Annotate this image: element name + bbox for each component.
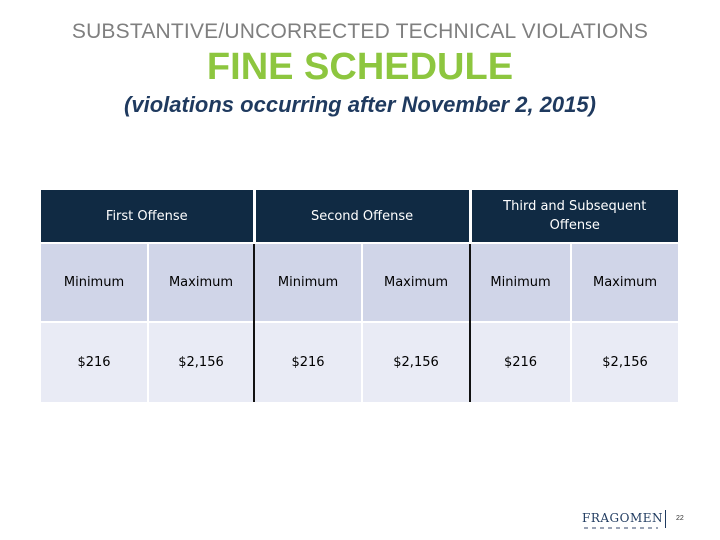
slide-subtitle: (violations occurring after November 2, … — [124, 92, 596, 117]
header-second-offense: Second Offense — [252, 190, 471, 244]
table-subheader-row: Minimum Maximum Minimum Maximum Minimum … — [41, 243, 679, 322]
subheader-cell: Maximum — [571, 243, 679, 322]
page-number: 22 — [676, 515, 684, 522]
fine-amount-cell: $216 — [254, 321, 364, 402]
header-first-offense: First Offense — [41, 190, 255, 244]
table-header-row: First Offense Second Offense Third and S… — [41, 190, 679, 244]
footer-divider — [665, 510, 666, 528]
header-third-offense: Third and Subsequent Offense — [468, 190, 679, 244]
fine-schedule-table: First Offense Second Offense Third and S… — [41, 190, 679, 402]
fine-amount-cell: $216 — [41, 321, 149, 402]
subheader-cell: Maximum — [148, 243, 256, 322]
slide-title-line-2: FINE SCHEDULE — [206, 46, 514, 88]
fine-amount-cell: $2,156 — [571, 321, 679, 402]
fine-amount-cell: $2,156 — [362, 321, 472, 402]
subheader-cell: Minimum — [254, 243, 364, 322]
subheader-cell: Minimum — [470, 243, 573, 322]
slide-title-line-1: SUBSTANTIVE/UNCORRECTED TECHNICAL VIOLAT… — [71, 20, 649, 43]
fragomen-logo: FRAGOMEN — [582, 511, 663, 525]
subheader-cell: Maximum — [362, 243, 472, 322]
fine-amount-cell: $216 — [470, 321, 573, 402]
fine-amount-cell: $2,156 — [148, 321, 256, 402]
subheader-cell: Minimum — [41, 243, 149, 322]
logo-tagline-decoration — [584, 527, 658, 529]
table-row: $216 $2,156 $216 $2,156 $216 $2,156 — [41, 321, 679, 402]
